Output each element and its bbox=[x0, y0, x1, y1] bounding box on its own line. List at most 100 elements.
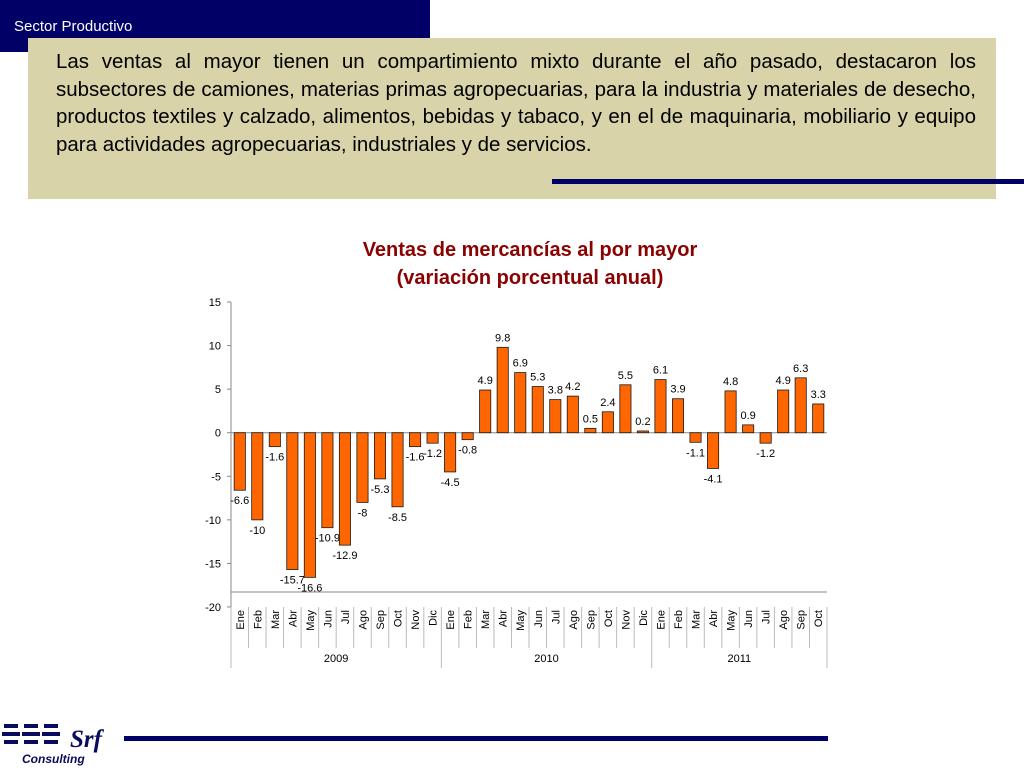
month-label: Nov bbox=[620, 610, 632, 630]
month-label: Jun bbox=[743, 610, 755, 628]
data-label: -4.1 bbox=[704, 473, 723, 485]
data-label: 3.9 bbox=[670, 384, 685, 396]
data-label: 4.2 bbox=[565, 381, 580, 393]
data-label: -5.3 bbox=[371, 484, 390, 496]
data-label: 3.3 bbox=[811, 389, 826, 401]
data-label: 2.4 bbox=[600, 397, 615, 409]
logo-brand: Srf bbox=[70, 726, 102, 753]
y-tick-label: -10 bbox=[205, 515, 221, 527]
data-label: 6.1 bbox=[653, 365, 668, 377]
bar bbox=[391, 432, 404, 508]
bar bbox=[724, 390, 737, 434]
data-label: 4.8 bbox=[723, 376, 738, 388]
y-tick-label: -20 bbox=[205, 602, 221, 614]
data-label: 0.2 bbox=[635, 416, 650, 428]
bar bbox=[549, 399, 562, 434]
month-label: Sep bbox=[375, 610, 387, 630]
bar bbox=[373, 432, 387, 480]
bar bbox=[461, 432, 474, 441]
data-label: -1.2 bbox=[756, 448, 775, 460]
bar bbox=[671, 398, 685, 434]
chart-title-line-2: (variación porcentual anual) bbox=[396, 267, 664, 289]
month-label: Feb bbox=[463, 610, 475, 629]
divider-rule-bottom bbox=[124, 736, 828, 741]
data-label: -1.6 bbox=[265, 452, 284, 464]
data-label: 6.3 bbox=[793, 363, 808, 375]
data-label: 5.5 bbox=[618, 370, 633, 382]
month-label: Nov bbox=[410, 610, 422, 630]
y-tick-label: 5 bbox=[215, 384, 221, 396]
month-label: Jun bbox=[322, 610, 334, 628]
data-label: -8 bbox=[358, 507, 368, 519]
bar bbox=[812, 403, 825, 434]
month-label: Ago bbox=[778, 610, 790, 630]
bar bbox=[777, 389, 790, 434]
data-label: 6.9 bbox=[513, 358, 528, 370]
month-label: Abr bbox=[287, 610, 299, 627]
bar bbox=[689, 432, 702, 443]
y-tick-label: -15 bbox=[205, 558, 221, 570]
bar bbox=[321, 432, 334, 529]
bar bbox=[303, 432, 316, 578]
bar bbox=[338, 432, 351, 546]
month-label: Sep bbox=[796, 610, 808, 630]
year-label: 2011 bbox=[728, 653, 752, 665]
month-label: Oct bbox=[813, 610, 825, 627]
bar bbox=[444, 432, 457, 473]
bar bbox=[426, 432, 439, 444]
month-label: May bbox=[515, 610, 527, 631]
month-label: Ene bbox=[445, 610, 457, 630]
srf-logo-icon bbox=[2, 724, 60, 744]
section-label: Sector Productivo bbox=[14, 18, 133, 35]
month-label: Feb bbox=[252, 610, 264, 629]
data-label: -1.6 bbox=[406, 452, 425, 464]
logo-subtitle: Consulting bbox=[22, 752, 85, 766]
month-label: Ago bbox=[568, 610, 580, 630]
divider-rule-top bbox=[552, 179, 1024, 184]
data-label: -8.5 bbox=[388, 512, 407, 524]
month-label: Jul bbox=[340, 610, 352, 624]
bar bbox=[233, 432, 246, 491]
year-label: 2010 bbox=[534, 653, 558, 665]
bar bbox=[531, 386, 544, 434]
y-tick-label: 10 bbox=[209, 341, 221, 353]
month-label: Ago bbox=[357, 610, 369, 630]
month-label: Dic bbox=[428, 610, 440, 626]
data-label: -1.2 bbox=[423, 448, 442, 460]
data-label: -1.1 bbox=[686, 447, 705, 459]
data-label: -4.5 bbox=[441, 477, 460, 489]
data-label: -12.9 bbox=[332, 550, 357, 562]
data-label: 4.9 bbox=[776, 375, 791, 387]
data-label: 9.8 bbox=[495, 332, 510, 344]
year-label: 2009 bbox=[324, 653, 348, 665]
bar bbox=[707, 432, 720, 469]
month-label: May bbox=[305, 610, 317, 631]
data-label: -6.6 bbox=[230, 495, 249, 507]
bar bbox=[479, 389, 492, 434]
bar bbox=[566, 395, 579, 434]
bar bbox=[251, 432, 264, 521]
data-label: -10 bbox=[249, 525, 265, 537]
month-label: Mar bbox=[270, 610, 282, 629]
month-label: Jul bbox=[550, 610, 562, 624]
month-label: Oct bbox=[603, 610, 615, 627]
month-label: Sep bbox=[585, 610, 597, 630]
month-label: Ene bbox=[655, 610, 667, 630]
month-label: Jun bbox=[533, 610, 545, 628]
month-label: Mar bbox=[691, 610, 703, 629]
month-label: Dic bbox=[638, 610, 650, 626]
month-label: Abr bbox=[498, 610, 510, 627]
bar bbox=[759, 432, 772, 444]
data-label: -10.9 bbox=[315, 533, 340, 545]
y-tick-label: -5 bbox=[211, 471, 221, 483]
month-label: Abr bbox=[708, 610, 720, 627]
data-label: -15.7 bbox=[280, 575, 305, 587]
bar bbox=[794, 377, 807, 434]
month-label: Jul bbox=[761, 610, 773, 624]
bar bbox=[601, 411, 614, 434]
bar bbox=[356, 432, 369, 503]
y-tick-label: 15 bbox=[209, 297, 221, 309]
data-label: -16.6 bbox=[297, 582, 322, 594]
bar bbox=[409, 432, 422, 448]
